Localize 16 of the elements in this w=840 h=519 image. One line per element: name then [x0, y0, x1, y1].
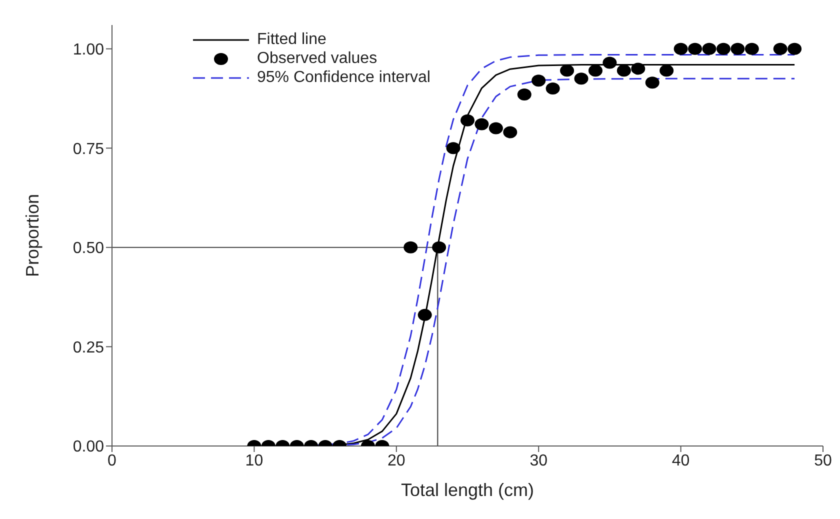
x-tick-label: 30	[530, 452, 548, 470]
x-tick-label: 50	[814, 452, 832, 470]
x-tick-label: 10	[245, 452, 264, 470]
y-tick-label: 1.00	[72, 42, 104, 59]
x-axis-title: Total length (cm)	[400, 480, 534, 500]
x-tick-label: 40	[672, 452, 690, 470]
y-tick-label: 0.25	[72, 339, 104, 356]
legend-label: Fitted line	[257, 30, 326, 49]
legend-label: Observed values	[257, 49, 378, 68]
legend-label: 95% Confidence interval	[257, 68, 430, 87]
y-axis-title: Proportion	[22, 194, 42, 278]
y-tick-label: 0.75	[72, 140, 104, 158]
x-tick-label: 20	[388, 452, 406, 470]
x-tick-label: 0	[108, 452, 117, 470]
y-tick-label: 0.50	[72, 240, 104, 258]
y-tick-label: 0.00	[72, 438, 104, 456]
